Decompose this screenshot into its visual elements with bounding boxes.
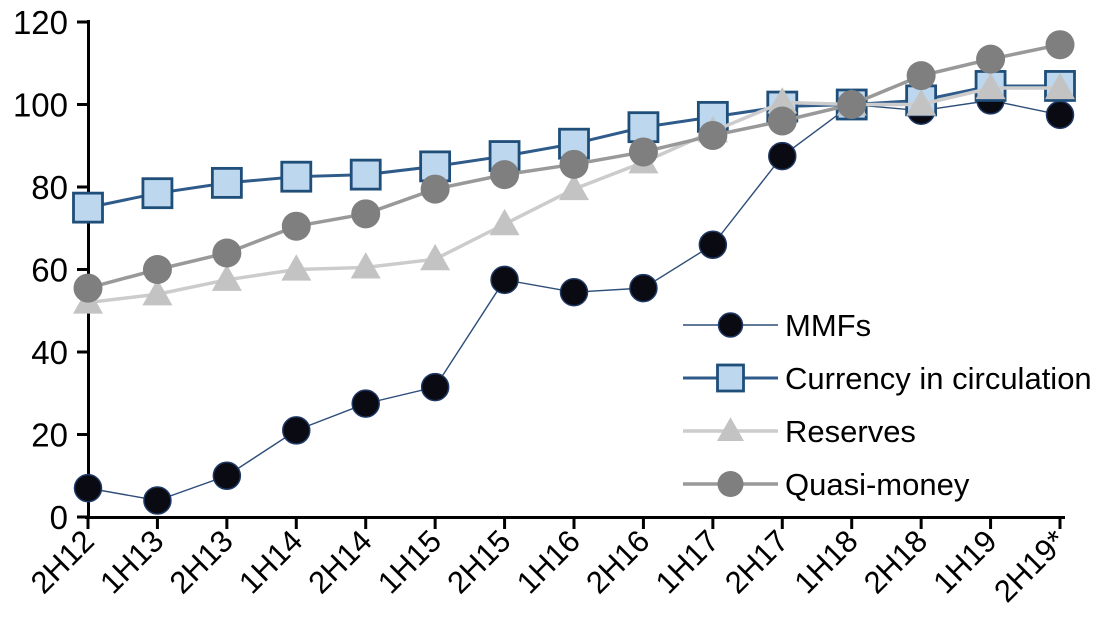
mmfs-marker (1045, 100, 1075, 130)
reserves-legend-label: Reserves (785, 414, 916, 449)
y-axis-tick-label: 20 (31, 417, 68, 454)
reserves-marker (906, 89, 937, 116)
reserves-legend-marker (717, 417, 744, 441)
x-axis-tick-label: 1H17 (649, 523, 726, 600)
currency-in-circulation-marker (210, 166, 243, 199)
x-axis-tick-label: 2H19* (987, 523, 1073, 609)
quasi-money-marker (837, 90, 867, 119)
y-axis-tick-label: 60 (31, 252, 68, 289)
quasi-money-marker (1045, 30, 1075, 60)
quasi-money-marker (212, 238, 242, 268)
currency-in-circulation-marker (627, 111, 660, 144)
x-axis-tick-label: 1H15 (371, 523, 448, 600)
mmfs-marker (73, 473, 103, 503)
quasi-money-marker (73, 273, 103, 303)
reserves-marker (559, 173, 589, 201)
y-axis-tick-label: 100 (13, 87, 68, 124)
y-axis-tick-label: 40 (31, 334, 68, 371)
mmfs-marker (420, 372, 450, 402)
quasi-money-marker (767, 106, 797, 136)
y-axis-tick-label: 0 (50, 499, 68, 536)
currency-in-circulation-marker (280, 160, 313, 193)
reserves-marker (975, 72, 1006, 100)
x-axis-tick-label: 1H18 (788, 523, 865, 600)
y-axis-tick-label: 80 (31, 169, 68, 206)
quasi-money-marker (976, 44, 1006, 74)
quasi-money-marker (698, 120, 728, 150)
x-axis-tick-label: 2H16 (579, 523, 656, 600)
quasi-money-legend-label: Quasi-money (785, 467, 970, 502)
currency-in-circulation-legend-marker (716, 363, 745, 393)
quasi-money-marker (490, 160, 520, 190)
quasi-money-marker (559, 149, 589, 179)
quasi-money-legend-marker (717, 471, 744, 497)
x-axis-tick-label: 1H14 (232, 523, 309, 600)
x-axis-tick-label: 1H16 (510, 523, 587, 600)
reserves-marker (142, 278, 173, 306)
quasi-money-marker (351, 199, 381, 229)
quasi-money-marker (628, 137, 658, 167)
mmfs-marker (212, 461, 242, 490)
reserves-marker (281, 254, 312, 281)
mmfs-marker (490, 265, 519, 295)
reserves-marker (211, 264, 242, 291)
mmfs-marker (698, 230, 728, 259)
quasi-money-marker (420, 174, 450, 204)
mmfs-marker (629, 273, 658, 303)
x-axis-tick-label: 2H17 (718, 523, 795, 600)
quasi-money-marker (906, 61, 936, 91)
mmfs-marker (282, 416, 311, 445)
reserves-marker (767, 87, 798, 114)
mmfs-marker (559, 277, 589, 307)
x-axis-tick-label: 1H13 (93, 523, 170, 600)
x-axis-tick-label: 2H14 (302, 523, 379, 600)
quasi-money-marker (281, 211, 311, 241)
currency-in-circulation-legend-label: Currency in circulation (785, 361, 1092, 396)
reserves-marker (420, 243, 451, 271)
x-axis-tick-label: 2H15 (440, 523, 517, 600)
x-axis-tick-label: 2H13 (163, 523, 240, 600)
mmfs-marker (143, 486, 172, 515)
quasi-money-marker (142, 255, 172, 284)
currency-in-circulation-marker (72, 191, 104, 224)
reserves-marker (350, 252, 381, 279)
y-axis-tick-label: 120 (13, 4, 68, 41)
mmfs-marker (768, 141, 797, 171)
mmfs-legend-marker (717, 312, 744, 338)
reserves-marker (489, 208, 520, 236)
mmfs-legend-label: MMFs (785, 308, 871, 343)
currency-in-circulation-marker (141, 177, 174, 210)
x-axis-tick-label: 2H18 (857, 523, 934, 600)
mmfs-marker (351, 389, 380, 418)
currency-in-circulation-marker (349, 158, 382, 191)
reserves-marker (1045, 72, 1075, 100)
